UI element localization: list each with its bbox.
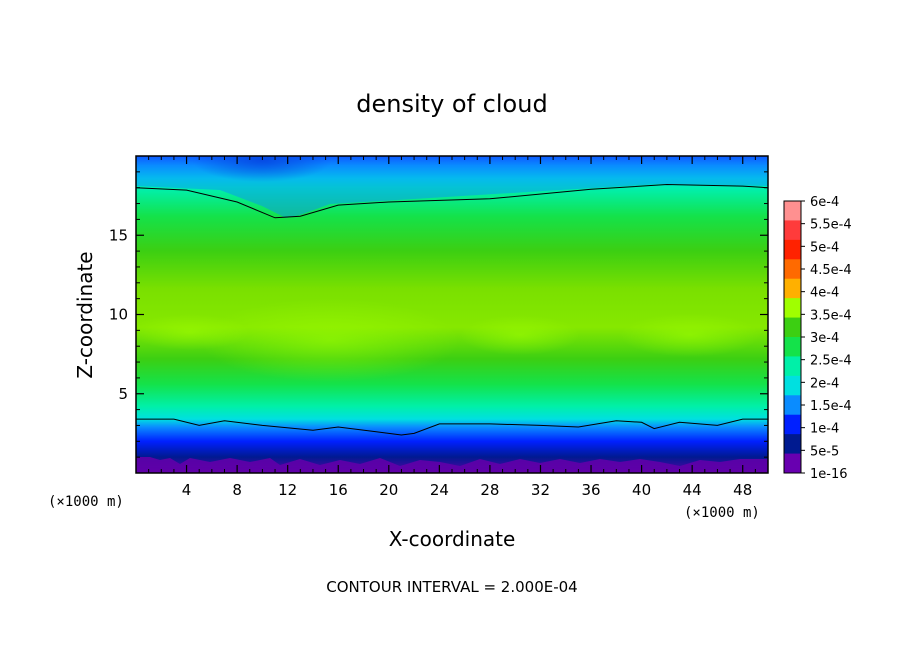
y-tick-label: 15	[109, 226, 128, 244]
x-unit-right: (×1000 m)	[684, 505, 760, 521]
colorbar-swatch	[784, 317, 801, 338]
x-tick-label: 12	[278, 481, 297, 499]
colorbar-swatch	[784, 259, 801, 280]
x-tick-label: 32	[531, 481, 550, 499]
upper-cloud-edge	[136, 156, 768, 218]
colorbar-label: 4.5e-4	[810, 263, 852, 278]
colorbar-label: 4e-4	[810, 286, 839, 301]
colorbar-swatch	[784, 220, 801, 241]
contour-lines	[136, 183, 768, 436]
low-density-region	[192, 156, 332, 182]
contour-line	[136, 418, 768, 436]
colorbar-swatch	[784, 453, 801, 474]
colorbar-label: 3.5e-4	[810, 308, 852, 323]
colorbar-label: 1.5e-4	[810, 399, 852, 414]
colorbar-swatch	[784, 414, 801, 435]
colorbar-swatch	[784, 298, 801, 319]
dense-region	[136, 314, 250, 350]
y-axis-title: Z-coordinate	[73, 251, 97, 378]
colorbar-label: 5e-4	[810, 240, 839, 255]
x-tick-label: 40	[632, 481, 651, 499]
colorbar-swatch	[784, 395, 801, 416]
x-tick-label: 36	[581, 481, 600, 499]
colorbar-swatch	[784, 278, 801, 299]
plot-field	[136, 156, 768, 473]
x-axis-title: X-coordinate	[389, 527, 516, 551]
x-axis-ticks: 4 8 12 16 20 24 28 32 36 40 44 48	[148, 156, 756, 499]
dense-region	[200, 298, 460, 382]
x-tick-label: 20	[379, 481, 398, 499]
x-tick-label: 28	[480, 481, 499, 499]
colorbar-swatch	[784, 337, 801, 357]
x-tick-label: 24	[430, 481, 449, 499]
colorbar-swatch	[784, 375, 801, 396]
dense-region	[460, 315, 580, 355]
colorbar-swatch	[784, 239, 801, 260]
y-tick-label: 5	[118, 385, 128, 403]
colorbar-label: 5.5e-4	[810, 218, 852, 233]
colorbar-label: 6e-4	[810, 195, 839, 210]
colorbar-label: 1e-16	[810, 467, 848, 482]
y-tick-label: 10	[109, 306, 128, 324]
x-tick-label: 48	[733, 481, 752, 499]
x-tick-label: 16	[329, 481, 348, 499]
contour-interval-note: CONTOUR INTERVAL = 2.000E-04	[326, 578, 577, 596]
colorbar-swatch	[784, 434, 801, 455]
contour-line	[136, 183, 768, 219]
ground-bumps	[136, 457, 768, 473]
colorbar-swatch	[784, 201, 801, 221]
x-tick-label: 44	[683, 481, 702, 499]
dense-region	[620, 313, 760, 357]
colorbar-swatch	[784, 356, 801, 377]
colorbar-label: 5e-5	[810, 444, 839, 459]
colorbar-label: 1e-4	[810, 422, 839, 437]
y-axis-ticks: 5 10 15	[109, 171, 768, 458]
colorbar-label: 2e-4	[810, 376, 839, 391]
x-tick-label: 4	[182, 481, 192, 499]
x-tick-label: 8	[232, 481, 242, 499]
colorbar: 6e-4 5.5e-4 5e-4 4.5e-4 4e-4 3.5e-4 3e-4 2.5e-4…	[783, 195, 852, 482]
colorbar-label: 2.5e-4	[810, 354, 852, 369]
chart-title: density of cloud	[356, 90, 547, 118]
colorbar-label: 3e-4	[810, 331, 839, 346]
x-unit-left: (×1000 m)	[48, 494, 124, 510]
